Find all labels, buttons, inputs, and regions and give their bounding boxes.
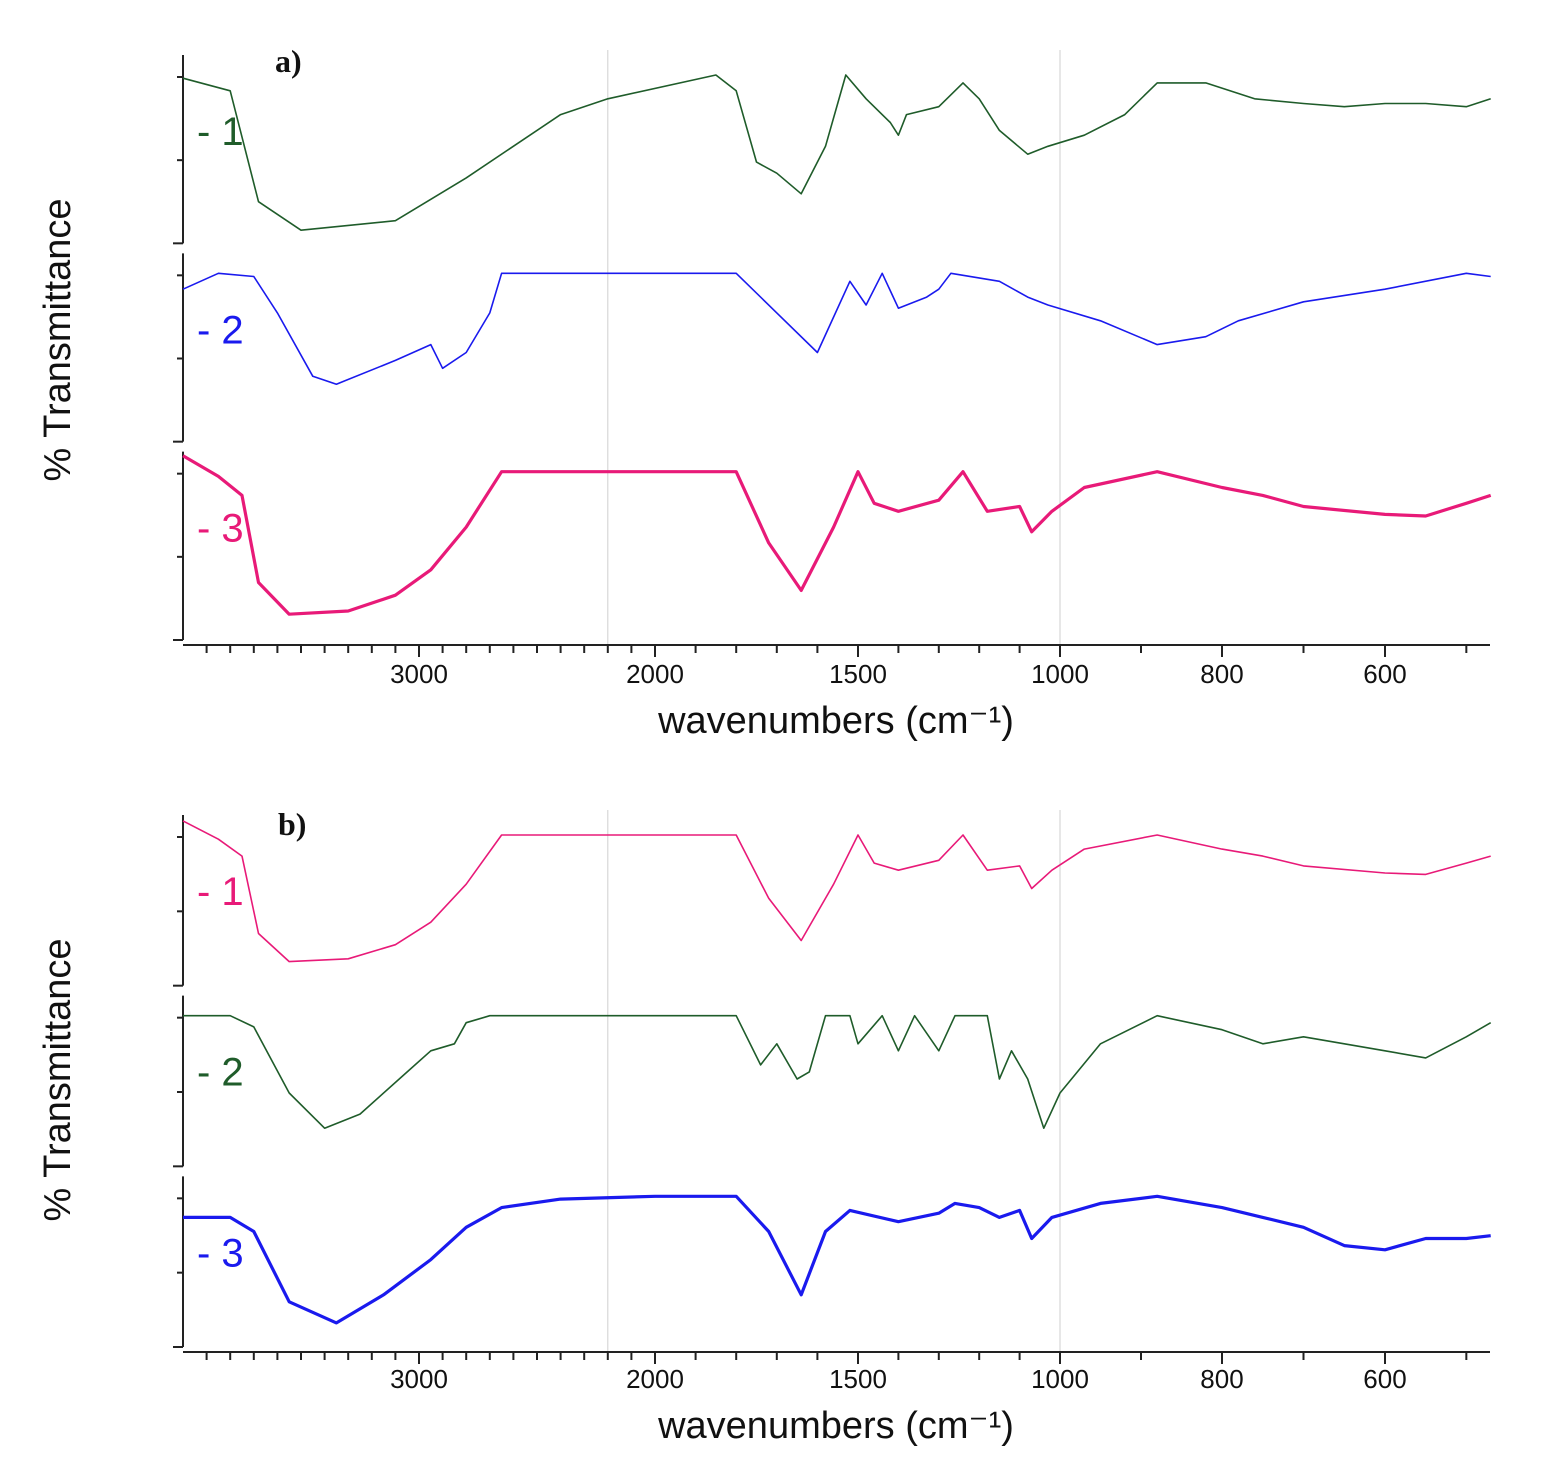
x-tick-label: 600 <box>1363 659 1406 689</box>
series-line-1 <box>182 74 1491 231</box>
x-tick-label: 800 <box>1200 1364 1243 1394</box>
legend-label-3: - 3 <box>197 507 244 551</box>
legend-label-2: - 2 <box>197 308 244 352</box>
series-line-1 <box>182 820 1491 963</box>
panel-label: a) <box>275 43 302 79</box>
panel-label: b) <box>278 806 306 842</box>
x-tick-label: 3000 <box>390 1364 448 1394</box>
series-line-3 <box>183 1194 1491 1325</box>
x-tick-label: 800 <box>1200 659 1243 689</box>
panel-a: 3000 2000 1500 1000 800 600 wavenumbers (cm⁻¹)… <box>37 43 1492 742</box>
x-axis-label: wavenumbers (cm⁻¹) <box>657 700 1014 742</box>
legend-label-1: - 1 <box>197 870 244 914</box>
x-tick-label: 2000 <box>626 1364 684 1394</box>
x-tick-label: 1500 <box>829 659 887 689</box>
x-tick-label: 3000 <box>390 659 448 689</box>
x-tick-label: 2000 <box>626 659 684 689</box>
y-axis-label: % Transmittance <box>37 939 79 1222</box>
x-tick-label: 1000 <box>1031 659 1089 689</box>
x-tick-label: 1500 <box>829 1364 887 1394</box>
panel-b: 3000 2000 1500 1000 800 600 wavenumbers (cm⁻¹)… <box>37 806 1492 1447</box>
series-line-2 <box>182 272 1491 385</box>
legend-label-3: - 3 <box>197 1231 244 1275</box>
y-axis-label: % Transmittance <box>37 199 79 482</box>
series-line-2 <box>183 1014 1492 1129</box>
legend-label-2: - 2 <box>197 1051 244 1095</box>
series-line-3 <box>182 454 1492 616</box>
x-axis-label: wavenumbers (cm⁻¹) <box>657 1405 1014 1447</box>
legend-label-1: - 1 <box>197 110 244 154</box>
x-tick-label: 1000 <box>1031 1364 1089 1394</box>
x-tick-label: 600 <box>1363 1364 1406 1394</box>
